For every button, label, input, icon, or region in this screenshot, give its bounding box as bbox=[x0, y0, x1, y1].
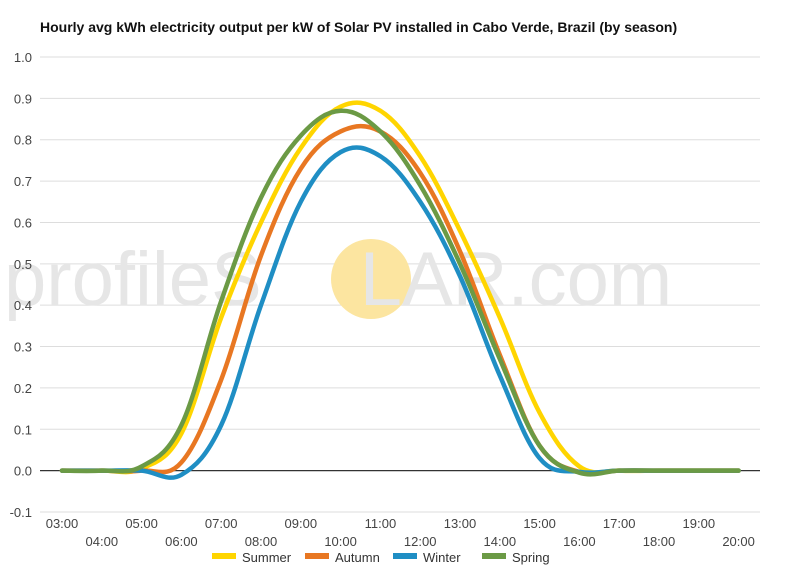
legend-swatch-winter bbox=[393, 553, 417, 559]
series-lines bbox=[59, 100, 741, 480]
legend-label-summer: Summer bbox=[242, 550, 292, 565]
x-tick-label: 06:00 bbox=[165, 534, 198, 549]
x-tick-label: 07:00 bbox=[205, 516, 238, 531]
y-axis-tick-labels: -0.1 0.0 0.1 0.2 0.3 0.4 0.5 0.6 0.7 0.8 0.9 1.0 bbox=[10, 50, 32, 520]
x-tick-label: 09:00 bbox=[285, 516, 318, 531]
legend-swatch-spring bbox=[482, 553, 506, 559]
x-tick-label: 20:00 bbox=[722, 534, 755, 549]
y-tick-label: 0.3 bbox=[14, 340, 32, 355]
legend-label-winter: Winter bbox=[423, 550, 461, 565]
x-tick-label: 11:00 bbox=[365, 516, 397, 531]
x-tick-label: 04:00 bbox=[86, 534, 119, 549]
legend-label-spring: Spring bbox=[512, 550, 550, 565]
x-tick-label: 12:00 bbox=[404, 534, 437, 549]
series-line-spring bbox=[59, 108, 741, 477]
legend-label-autumn: Autumn bbox=[335, 550, 380, 565]
x-tick-label: 14:00 bbox=[484, 534, 517, 549]
y-tick-label: 0.7 bbox=[14, 174, 32, 189]
legend-swatch-summer bbox=[212, 553, 236, 559]
y-tick-label: 0.8 bbox=[14, 133, 32, 148]
y-tick-label: 0.1 bbox=[14, 422, 32, 437]
watermark: profileS LAR.com bbox=[4, 237, 672, 322]
y-tick-label: 1.0 bbox=[14, 50, 32, 65]
y-tick-label: -0.1 bbox=[10, 505, 32, 520]
x-tick-label: 19:00 bbox=[683, 516, 716, 531]
y-tick-label: 0.6 bbox=[14, 215, 32, 230]
y-tick-label: 0.4 bbox=[14, 298, 32, 313]
y-tick-label: 0.2 bbox=[14, 381, 32, 396]
y-tick-label: 0.5 bbox=[14, 257, 32, 272]
x-tick-label: 18:00 bbox=[643, 534, 676, 549]
watermark-text-right: LAR.com bbox=[360, 237, 673, 322]
x-tick-label: 08:00 bbox=[245, 534, 278, 549]
grid-lines bbox=[40, 56, 760, 513]
x-axis-tick-labels: 03:00 04:00 05:00 06:00 07:00 08:00 09:00 10:00… bbox=[46, 516, 755, 549]
x-tick-label: 05:00 bbox=[125, 516, 158, 531]
x-tick-label: 17:00 bbox=[603, 516, 636, 531]
y-tick-label: 0.9 bbox=[14, 91, 32, 106]
x-tick-label: 16:00 bbox=[563, 534, 596, 549]
x-tick-label: 13:00 bbox=[444, 516, 477, 531]
x-tick-label: 03:00 bbox=[46, 516, 79, 531]
legend-swatch-autumn bbox=[305, 553, 329, 559]
watermark-sun-icon bbox=[331, 239, 411, 319]
x-tick-label: 15:00 bbox=[523, 516, 556, 531]
legend: Summer Autumn Winter Spring bbox=[212, 550, 550, 565]
x-tick-label: 10:00 bbox=[324, 534, 357, 549]
y-tick-label: 0.0 bbox=[14, 464, 32, 479]
chart-title: Hourly avg kWh electricity output per kW… bbox=[40, 19, 678, 35]
